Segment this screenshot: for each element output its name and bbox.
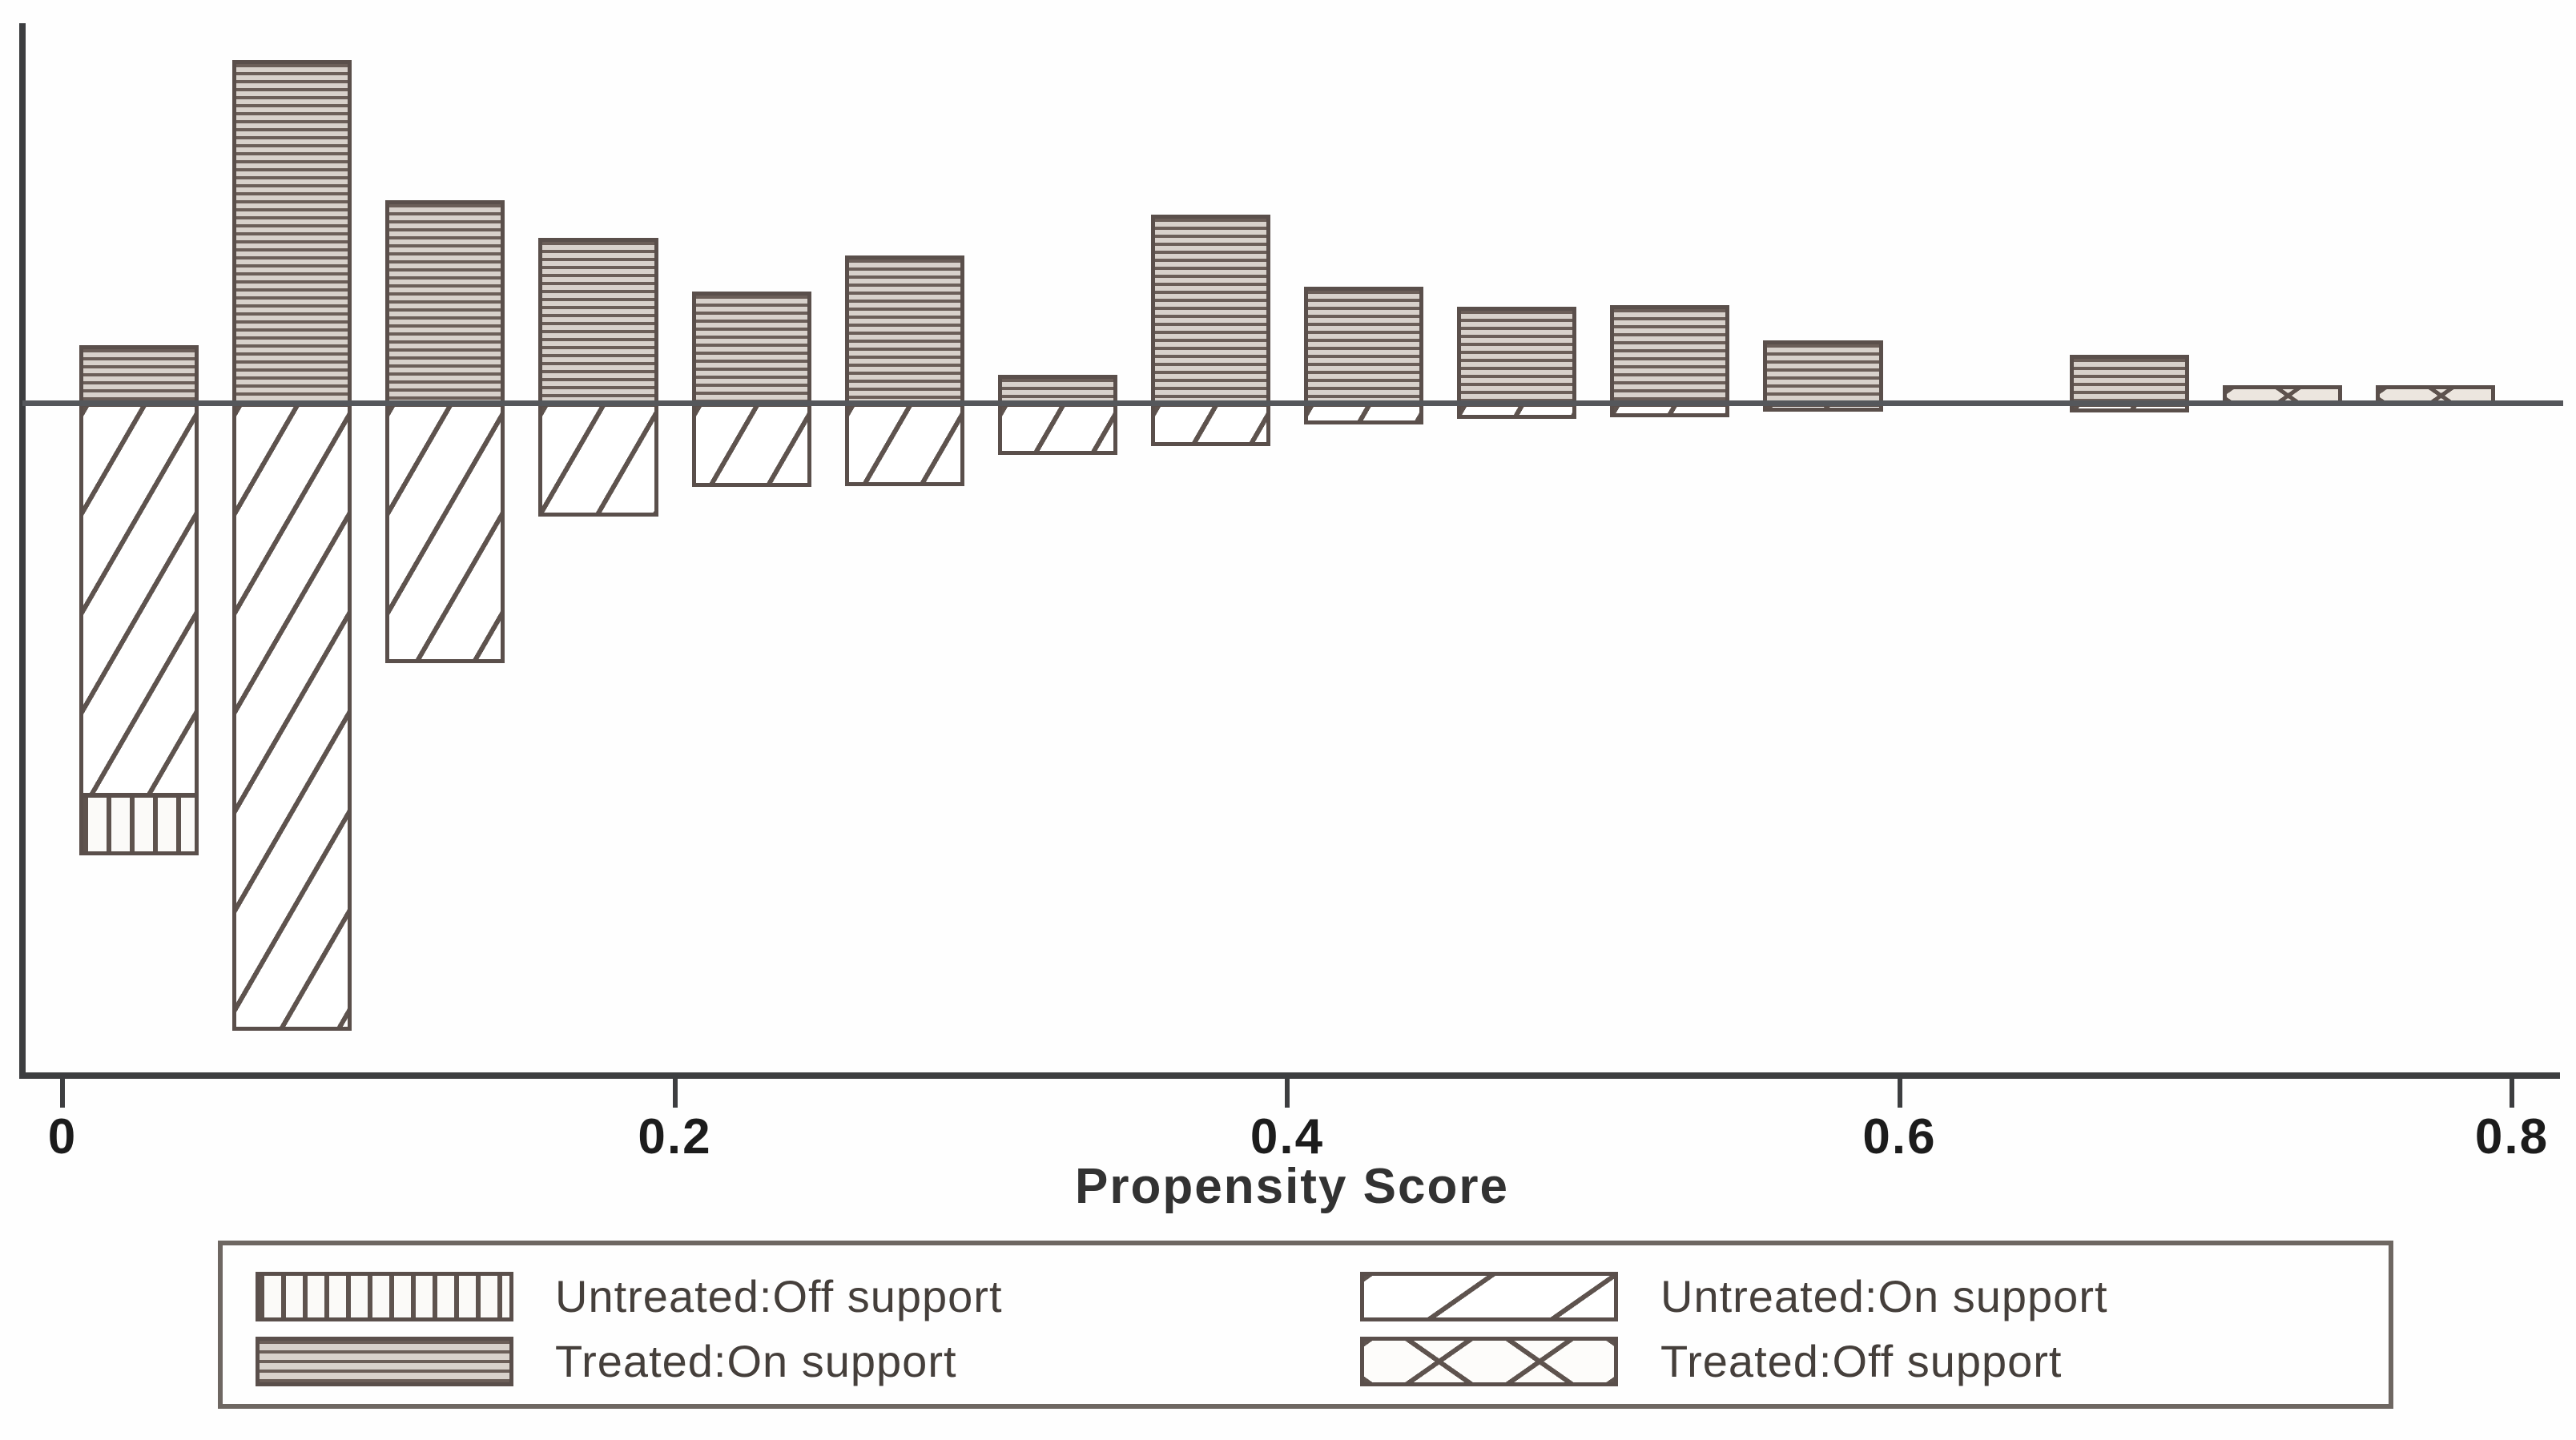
bar-untreated-off-support [79, 794, 199, 855]
legend-label-untreated-on-support: Untreated:On support [1660, 1271, 2108, 1321]
bar-treated-on-support [232, 60, 352, 406]
untreated-on-support-swatch-icon [1360, 1272, 1618, 1321]
x-axis-line [19, 1072, 2560, 1079]
bar-treated-on-support [844, 255, 964, 406]
bar-treated-on-support [1150, 215, 1270, 406]
x-axis-title: Propensity Score [1075, 1159, 1509, 1214]
legend-label-untreated-off-support: Untreated:Off support [555, 1271, 1003, 1321]
bar-untreated-on-support [1610, 403, 1730, 417]
x-tick-mark [672, 1079, 678, 1108]
bar-treated-on-support [79, 345, 199, 406]
legend-label-treated-off-support: Treated:Off support [1660, 1336, 2063, 1386]
x-tick-label: 0 [47, 1109, 78, 1164]
legend-label-treated-on-support: Treated:On support [555, 1336, 957, 1386]
bar-untreated-on-support [79, 403, 199, 797]
bar-untreated-on-support [385, 403, 505, 663]
bar-treated-on-support [2069, 355, 2189, 406]
bar-untreated-on-support [844, 403, 964, 486]
y-axis-line [19, 23, 26, 1079]
untreated-off-support-swatch-icon [256, 1272, 513, 1321]
bar-treated-on-support [1763, 340, 1883, 406]
bar-untreated-on-support [691, 403, 811, 487]
bar-treated-on-support [1304, 287, 1424, 406]
bar-untreated-on-support [1150, 403, 1270, 446]
x-tick-mark [2510, 1079, 2514, 1108]
x-tick-mark [1285, 1079, 1290, 1108]
bar-untreated-on-support [232, 403, 352, 1031]
legend-box: Untreated:Off support Treated:On support… [218, 1241, 2393, 1409]
treated-off-support-swatch-icon [1360, 1337, 1618, 1386]
x-tick-mark [1897, 1079, 1902, 1108]
bar-treated-on-support [1610, 305, 1730, 406]
bar-treated-on-support [1457, 307, 1577, 406]
treated-on-support-swatch-icon [256, 1337, 513, 1386]
zero-baseline [22, 400, 2563, 406]
x-tick-label: 0.2 [638, 1109, 712, 1164]
bar-untreated-on-support [1304, 403, 1424, 424]
bar-untreated-on-support [538, 403, 658, 517]
bar-treated-on-support [691, 292, 811, 406]
x-tick-label: 0.4 [1250, 1109, 1325, 1164]
x-tick-label: 0.8 [2474, 1109, 2550, 1164]
bar-treated-on-support [538, 238, 658, 406]
x-tick-label: 0.6 [1862, 1109, 1937, 1164]
x-tick-mark [60, 1079, 65, 1108]
bar-treated-on-support [385, 200, 505, 406]
bar-untreated-on-support [997, 403, 1117, 455]
